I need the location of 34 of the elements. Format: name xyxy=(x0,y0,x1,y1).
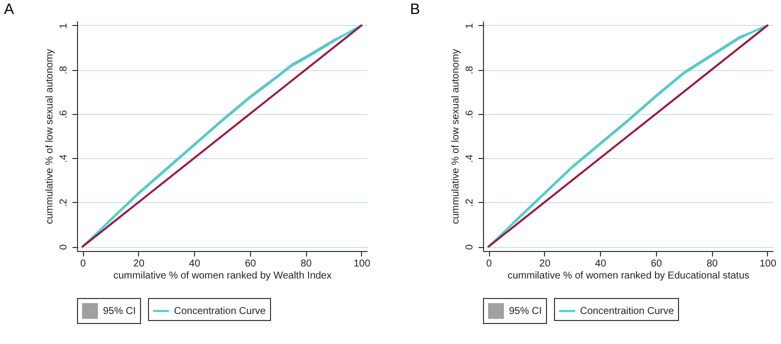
chart-title: A xyxy=(4,1,14,18)
y-tick-label: .8 xyxy=(464,66,476,74)
y-tick-label: .4 xyxy=(464,154,476,163)
x-tick-label: 0 xyxy=(80,258,86,270)
x-tick-label: 20 xyxy=(133,258,145,270)
x-tick-label: 40 xyxy=(595,258,607,270)
legend-label: Concentration Curve xyxy=(174,306,266,317)
y-axis-title: cummulative % of low sexual autonomy xyxy=(450,48,462,224)
x-tick-label: 0 xyxy=(486,258,492,270)
x-tick-label: 80 xyxy=(706,258,718,270)
y-tick-label: .8 xyxy=(58,66,70,74)
x-tick-label: 20 xyxy=(539,258,551,270)
x-axis-title: cummilative % of women ranked by Wealth Index xyxy=(113,270,332,282)
y-tick-label: 0 xyxy=(464,244,476,250)
x-tick-label: 60 xyxy=(244,258,256,270)
y-tick-label: .2 xyxy=(464,198,476,208)
y-tick-label: .6 xyxy=(58,110,70,119)
y-tick-label: 1 xyxy=(58,22,70,29)
x-axis-title: cummilative % of women ranked by Educational status xyxy=(508,270,750,282)
x-tick-label: 40 xyxy=(189,258,201,270)
y-tick-label: 0 xyxy=(58,244,70,250)
x-tick-label: 100 xyxy=(354,258,371,270)
legend-label: Concentraition Curve xyxy=(580,306,674,317)
y-tick-label: .4 xyxy=(58,154,70,163)
y-axis-title: cummulative % of low sexual autonomy xyxy=(44,48,56,224)
text: 95% CI xyxy=(509,306,542,317)
x-tick-label: 100 xyxy=(760,258,777,270)
x-tick-label: 60 xyxy=(650,258,662,270)
x-tick-label: 80 xyxy=(300,258,312,270)
y-tick-label: .2 xyxy=(58,198,70,208)
y-tick-label: .6 xyxy=(464,110,476,119)
y-tick-label: 1 xyxy=(464,22,476,29)
text: 95% CI xyxy=(103,306,136,317)
chart-title: B xyxy=(410,1,420,18)
